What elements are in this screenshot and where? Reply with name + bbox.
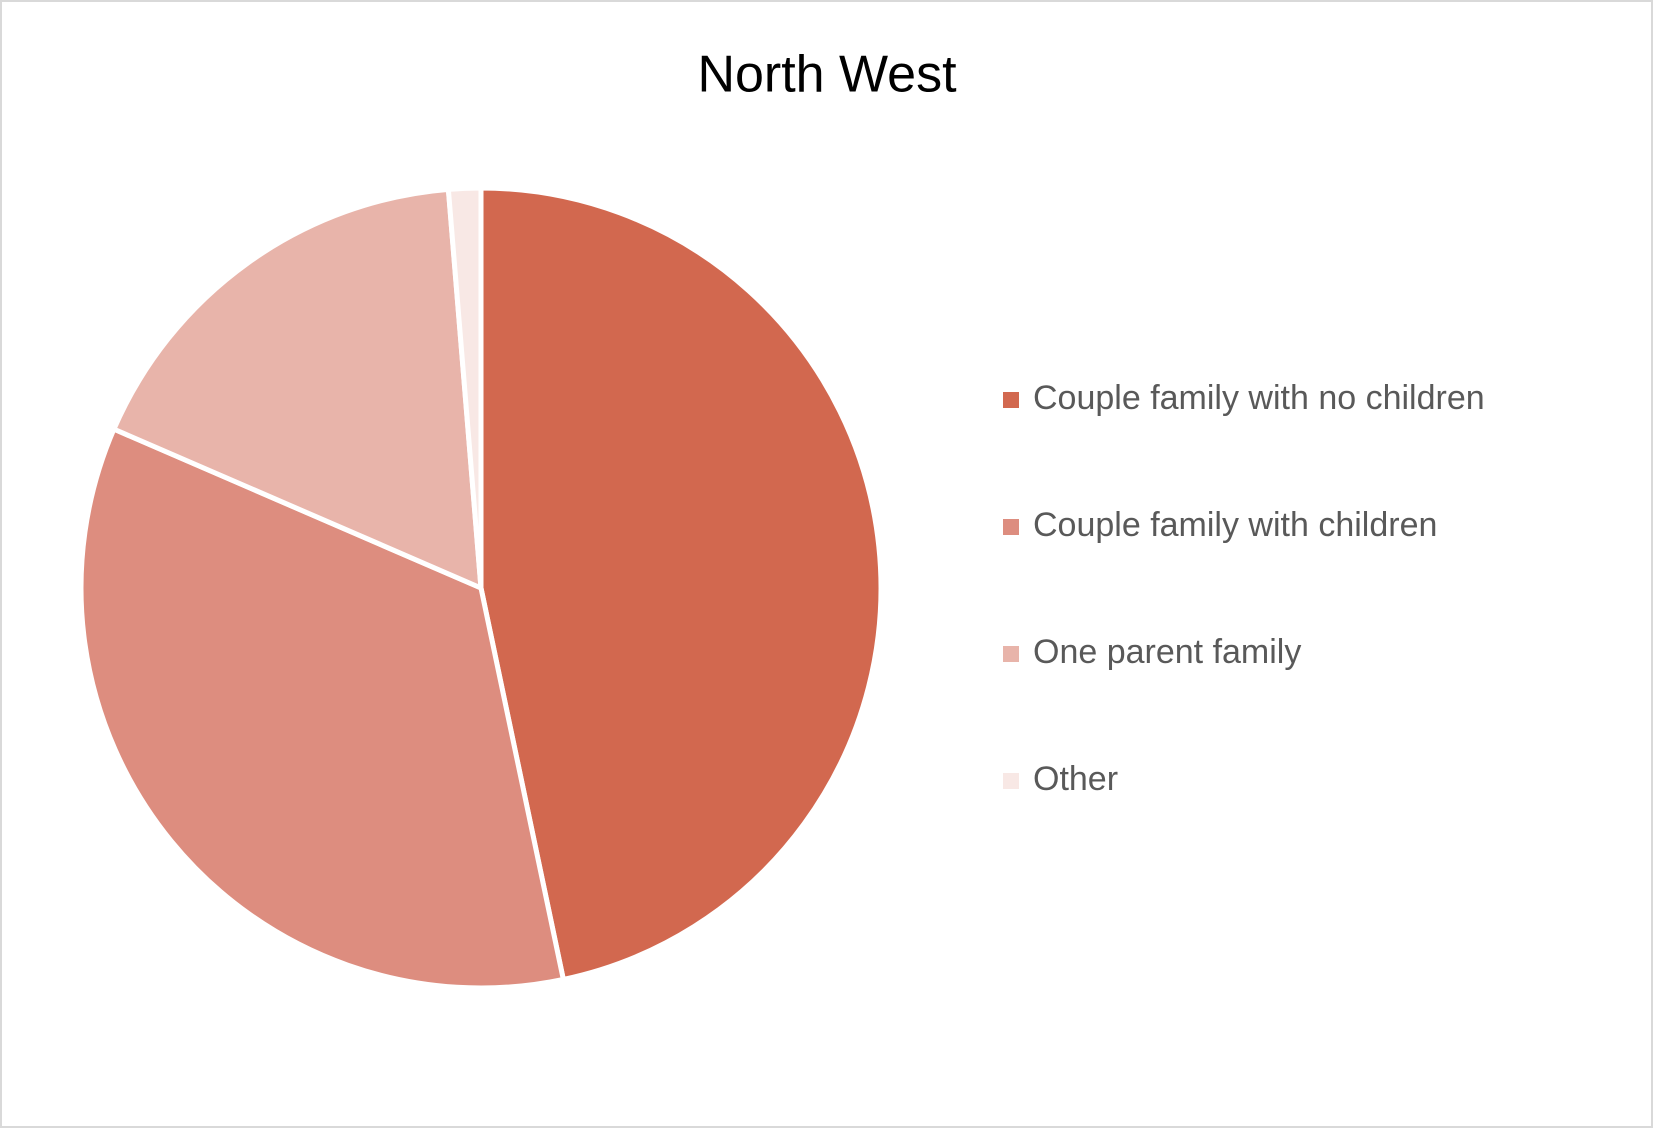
legend-swatch: [1003, 392, 1019, 408]
legend-swatch: [1003, 646, 1019, 662]
legend-swatch: [1003, 773, 1019, 789]
legend-label: Couple family with children: [1033, 506, 1437, 544]
pie-slice: [478, 185, 884, 982]
legend-swatch: [1003, 519, 1019, 535]
legend-label: Other: [1033, 760, 1118, 798]
pie-slice: [111, 186, 484, 591]
chart-title: North West: [697, 46, 957, 104]
legend-label: Couple family with no children: [1033, 379, 1485, 417]
legend-label: One parent family: [1033, 633, 1301, 671]
pie-slice: [445, 185, 484, 591]
pie-slice: [78, 426, 566, 991]
